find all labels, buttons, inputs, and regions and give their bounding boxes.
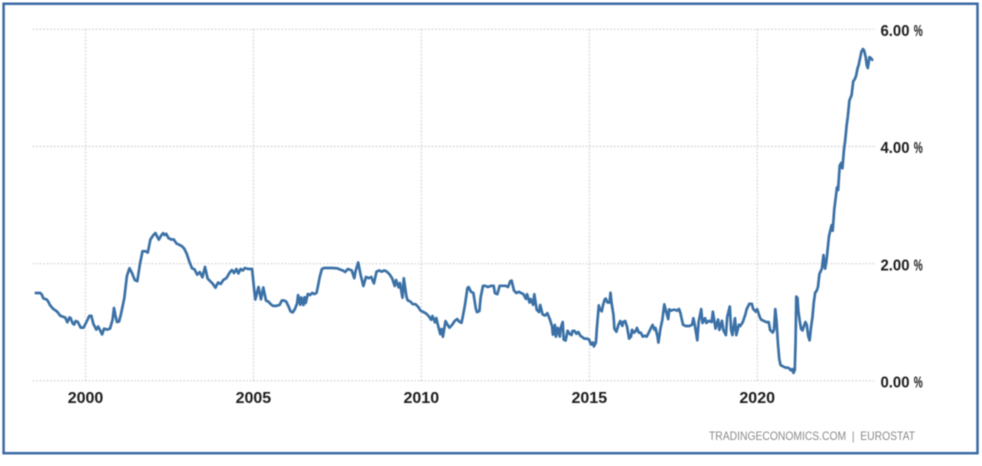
svg-text:%: % bbox=[914, 139, 923, 157]
svg-text:2015: 2015 bbox=[572, 390, 608, 407]
svg-text:6.00: 6.00 bbox=[881, 23, 910, 40]
svg-text:%: % bbox=[914, 22, 923, 40]
svg-text:2.00: 2.00 bbox=[881, 257, 910, 274]
svg-text:2010: 2010 bbox=[404, 390, 440, 407]
svg-text:2000: 2000 bbox=[68, 390, 104, 407]
svg-text:4.00: 4.00 bbox=[881, 140, 910, 157]
svg-text:2020: 2020 bbox=[739, 390, 775, 407]
svg-text:%: % bbox=[914, 256, 923, 274]
svg-text:2005: 2005 bbox=[236, 390, 272, 407]
svg-text:%: % bbox=[914, 373, 923, 391]
svg-text:0.00: 0.00 bbox=[881, 374, 910, 391]
svg-text:TRADINGECONOMICS.COM | EUROS: TRADINGECONOMICS.COM | EUROSTAT bbox=[709, 429, 916, 443]
